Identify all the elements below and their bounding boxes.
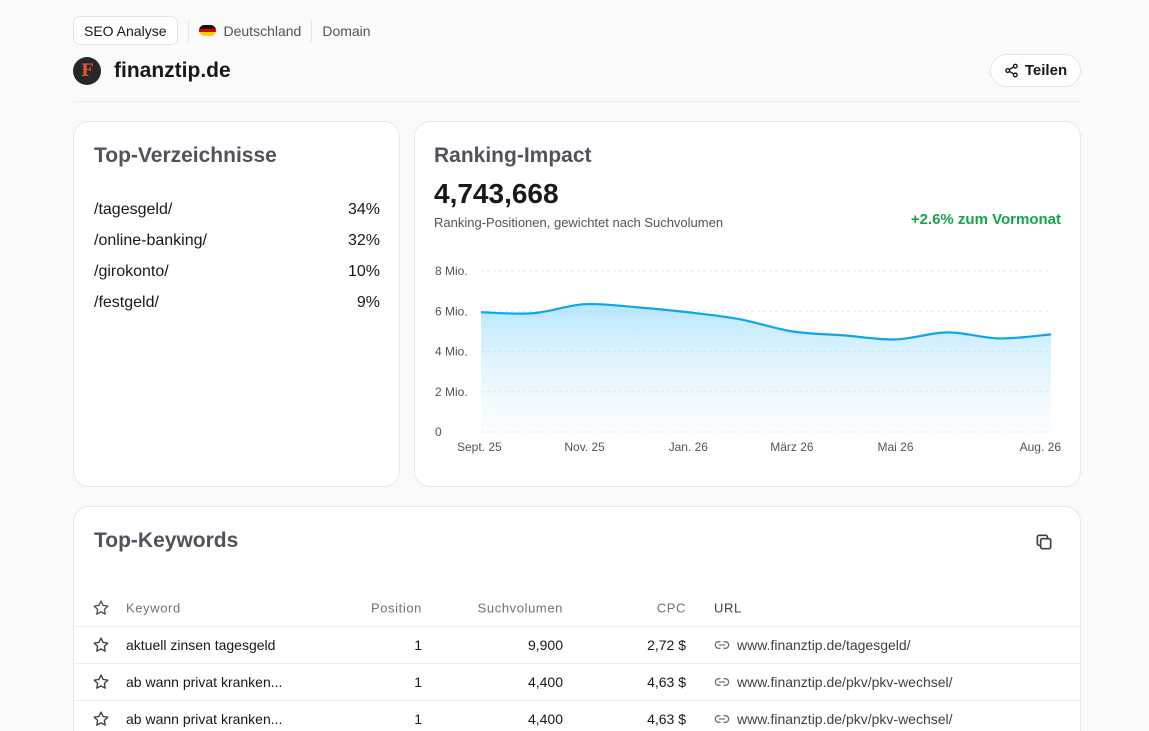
directory-share: 34% xyxy=(347,201,380,218)
cpc-cell: 4,63 $ xyxy=(647,674,686,690)
cpc-cell: 2,72 $ xyxy=(647,637,686,653)
url-text: www.finanztip.de/tagesgeld/ xyxy=(737,637,911,653)
directory-path: /online-banking/ xyxy=(94,232,207,249)
ranking-impact-subtitle: Ranking-Positionen, gewichtet nach Suchv… xyxy=(434,215,724,230)
ranking-impact-title: Ranking-Impact xyxy=(434,144,592,167)
top-keywords-card: Top-Keywords Keyword Position Suchvolume… xyxy=(73,506,1081,731)
link-icon xyxy=(714,641,730,649)
directory-path: /festgeld/ xyxy=(94,294,159,311)
column-header-position[interactable]: Position xyxy=(370,600,422,615)
site-name: finanztip.de xyxy=(114,59,231,82)
directory-path: /tagesgeld/ xyxy=(94,201,173,218)
url-text: www.finanztip.de/pkv/pkv-wechsel/ xyxy=(737,711,953,727)
url-text: www.finanztip.de/pkv/pkv-wechsel/ xyxy=(737,674,953,690)
keyword-cell: ab wann privat kranken... xyxy=(126,711,283,727)
site-header: F finanztip.de xyxy=(73,57,231,85)
chart-area xyxy=(481,303,1051,432)
x-tick-label: Aug. 26 xyxy=(1020,440,1062,454)
y-tick-label: 6 Mio. xyxy=(435,304,468,318)
ranking-impact-card: Ranking-Impact 4,743,668 Ranking-Positio… xyxy=(414,121,1081,487)
share-button[interactable]: Teilen xyxy=(990,54,1081,87)
directory-row[interactable]: /tagesgeld/ 34% xyxy=(94,200,380,231)
x-tick-label: Nov. 25 xyxy=(564,440,605,454)
position-cell: 1 xyxy=(414,711,422,727)
directory-row[interactable]: /online-banking/ 32% xyxy=(94,231,380,262)
keywords-table: Keyword Position Suchvolumen CPC URL akt… xyxy=(74,589,1080,731)
divider xyxy=(311,19,313,42)
country-selector[interactable]: Deutschland xyxy=(198,22,302,39)
chart-series-line xyxy=(480,302,1052,341)
country-label: Deutschland xyxy=(223,22,302,39)
keyword-cell: ab wann privat kranken... xyxy=(126,674,283,690)
copy-icon[interactable] xyxy=(1034,532,1054,552)
directory-share: 10% xyxy=(347,263,380,280)
link-icon xyxy=(714,678,730,686)
header-divider xyxy=(73,101,1081,102)
ranking-impact-delta: +2.6% zum Vormonat xyxy=(910,211,1061,228)
top-directories-card: Top-Verzeichnisse /tagesgeld/ 34% /onlin… xyxy=(73,121,400,487)
position-cell: 1 xyxy=(414,637,422,653)
url-link[interactable]: www.finanztip.de/tagesgeld/ xyxy=(714,637,911,653)
table-row[interactable]: ab wann privat kranken... 1 4,400 4,63 $… xyxy=(74,701,1080,731)
table-row[interactable]: ab wann privat kranken... 1 4,400 4,63 $… xyxy=(74,664,1080,701)
top-directories-title: Top-Verzeichnisse xyxy=(94,144,277,167)
table-row[interactable]: aktuell zinsen tagesgeld 1 9,900 2,72 $ … xyxy=(74,627,1080,664)
directory-share: 32% xyxy=(347,232,380,249)
y-tick-label: 2 Mio. xyxy=(435,385,468,399)
germany-flag-icon xyxy=(198,25,216,36)
y-tick-label: 0 xyxy=(435,425,442,439)
share-icon xyxy=(1005,63,1018,78)
analysis-mode-badge[interactable]: SEO Analyse xyxy=(73,16,178,45)
volume-cell: 9,900 xyxy=(527,637,563,653)
volume-cell: 4,400 xyxy=(527,711,563,727)
directory-path: /girokonto/ xyxy=(94,263,169,280)
analysis-mode-label: SEO Analyse xyxy=(84,22,167,39)
star-icon[interactable] xyxy=(92,673,110,691)
site-logo: F xyxy=(73,57,101,85)
directory-share: 9% xyxy=(356,294,380,311)
share-label: Teilen xyxy=(1024,62,1068,79)
position-cell: 1 xyxy=(414,674,422,690)
column-header-volume[interactable]: Suchvolumen xyxy=(477,600,563,615)
ranking-impact-value: 4,743,668 xyxy=(434,178,559,209)
directory-row[interactable]: /girokonto/ 10% xyxy=(94,262,380,293)
directory-list: /tagesgeld/ 34% /online-banking/ 32% /gi… xyxy=(94,200,380,324)
keyword-cell: aktuell zinsen tagesgeld xyxy=(126,637,276,653)
x-tick-label: März 26 xyxy=(770,440,814,454)
url-link[interactable]: www.finanztip.de/pkv/pkv-wechsel/ xyxy=(714,674,953,690)
top-keywords-title: Top-Keywords xyxy=(94,529,239,552)
star-icon[interactable] xyxy=(92,599,110,617)
y-tick-label: 8 Mio. xyxy=(435,264,468,278)
link-icon xyxy=(714,715,730,723)
column-header-url[interactable]: URL xyxy=(714,600,742,615)
column-header-keyword[interactable]: Keyword xyxy=(126,600,181,615)
x-tick-label: Jan. 26 xyxy=(669,440,709,454)
star-icon[interactable] xyxy=(92,636,110,654)
column-header-cpc[interactable]: CPC xyxy=(656,600,686,615)
table-header: Keyword Position Suchvolumen CPC URL xyxy=(74,589,1080,627)
cpc-cell: 4,63 $ xyxy=(647,711,686,727)
star-icon[interactable] xyxy=(92,710,110,728)
y-tick-label: 4 Mio. xyxy=(435,345,468,359)
x-tick-label: Mai 26 xyxy=(878,440,914,454)
scope-label[interactable]: Domain xyxy=(322,22,371,39)
top-bar: SEO Analyse Deutschland Domain xyxy=(73,16,371,45)
volume-cell: 4,400 xyxy=(527,674,563,690)
url-link[interactable]: www.finanztip.de/pkv/pkv-wechsel/ xyxy=(714,711,953,727)
x-tick-label: Sept. 25 xyxy=(457,440,502,454)
ranking-impact-chart[interactable]: 0 2 Mio. 4 Mio. 6 Mio. 8 Mio. Sept. 25 Nov. 2… xyxy=(415,122,1080,486)
divider xyxy=(187,19,189,42)
directory-row[interactable]: /festgeld/ 9% xyxy=(94,293,380,324)
